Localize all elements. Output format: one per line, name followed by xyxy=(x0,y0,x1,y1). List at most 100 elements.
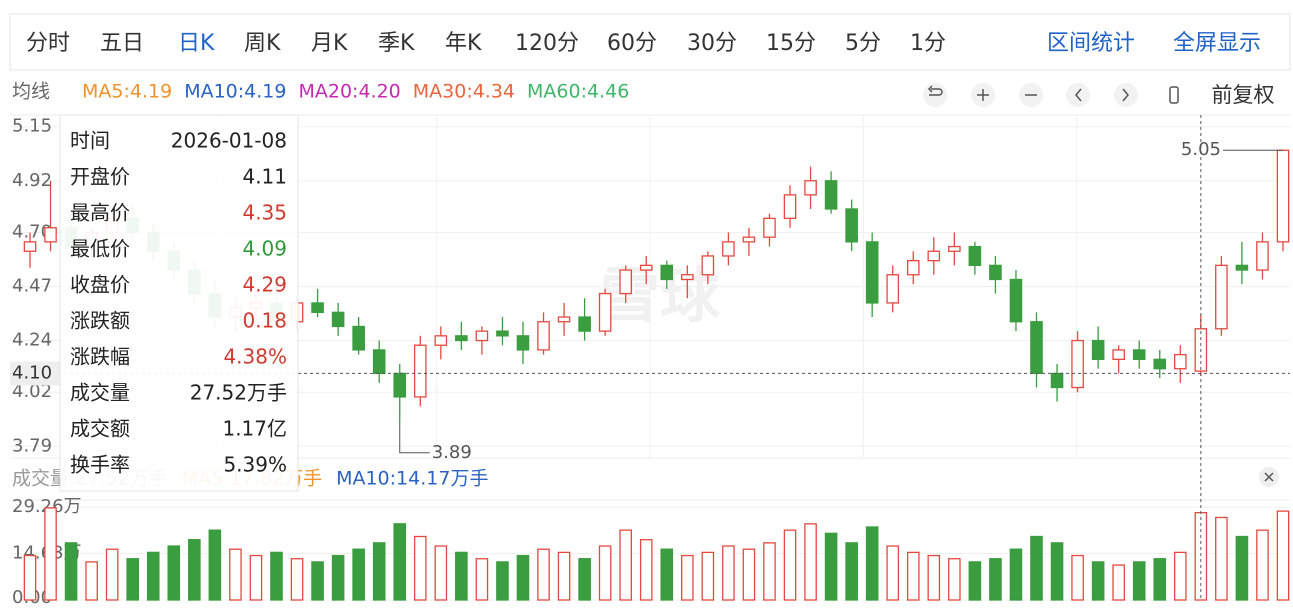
tab[interactable]: 日K xyxy=(178,31,215,56)
tooltip-label: 开盘价 xyxy=(70,165,130,189)
tooltip-value: 4.29 xyxy=(242,273,287,297)
volume-bar xyxy=(434,545,448,601)
tab[interactable]: 分时 xyxy=(26,31,70,56)
prev-button[interactable] xyxy=(1066,83,1090,107)
volume-bar xyxy=(1030,535,1043,601)
low-label: 3.89 xyxy=(432,442,472,463)
candle-body xyxy=(1030,321,1043,375)
candle-body xyxy=(496,330,509,337)
y-tick-label: 3.79 xyxy=(12,435,52,456)
volume-bar xyxy=(475,558,489,601)
candle-body xyxy=(1256,241,1269,271)
volume-tick-label: 29.26万 xyxy=(12,496,82,517)
tab[interactable]: 月K xyxy=(311,31,348,56)
candle-body xyxy=(681,274,694,281)
tab[interactable]: 五日 xyxy=(100,31,144,56)
candle-body xyxy=(516,335,530,351)
candle-body xyxy=(1071,339,1084,389)
candle-body xyxy=(701,255,715,276)
candle-body xyxy=(783,194,797,220)
y-tick-label: 4.70 xyxy=(12,221,52,242)
volume-bar xyxy=(1256,529,1269,601)
tooltip-label: 换手率 xyxy=(70,453,130,477)
volume-bar xyxy=(804,523,817,601)
crosshair-label-bg xyxy=(10,361,60,386)
tab[interactable]: 60分 xyxy=(607,31,657,56)
volume-bar xyxy=(681,554,694,601)
volume-bar xyxy=(208,529,222,601)
volume-bar xyxy=(372,542,386,601)
tooltip-value: 5.39% xyxy=(223,453,287,477)
candle-body xyxy=(968,245,982,267)
volume-bar xyxy=(763,542,776,601)
high-label: 5.05 xyxy=(1181,139,1221,160)
tab[interactable]: 5分 xyxy=(845,31,881,56)
tooltip-value: 1.17亿 xyxy=(222,417,287,441)
candle-body xyxy=(578,316,591,332)
volume-bar xyxy=(865,526,879,601)
volume-bar xyxy=(1050,542,1064,601)
volume-bar xyxy=(146,551,160,601)
volume-bar xyxy=(906,551,920,601)
volume-bar xyxy=(44,507,57,601)
candle-body xyxy=(886,274,900,304)
tab-bar xyxy=(9,13,1291,71)
tooltip-value: 4.35 xyxy=(242,201,287,225)
tooltip-value: 0.18 xyxy=(242,309,287,333)
volume-bar xyxy=(85,561,98,601)
tab[interactable]: 季K xyxy=(378,31,415,56)
tab[interactable]: 120分 xyxy=(515,31,579,56)
volume-bar xyxy=(290,558,304,601)
tooltip-value: 4.09 xyxy=(242,237,287,261)
candle-body xyxy=(742,236,756,243)
candle-body xyxy=(1009,278,1023,323)
ma-legend-item: MA20:4.20 xyxy=(298,81,400,103)
candle-body xyxy=(1276,149,1290,243)
volume-bar xyxy=(660,548,674,601)
adjust-mode[interactable]: 前复权 xyxy=(1212,83,1275,107)
volume-bar xyxy=(537,548,550,601)
tab[interactable]: 30分 xyxy=(687,31,737,56)
tool-link[interactable]: 全屏显示 xyxy=(1173,31,1261,56)
candle-toggle[interactable] xyxy=(1169,86,1179,104)
volume-bar xyxy=(331,554,345,601)
tab[interactable]: 15分 xyxy=(766,31,816,56)
next-button[interactable] xyxy=(1114,83,1138,107)
candle-body xyxy=(413,344,427,398)
y-tick-label: 4.47 xyxy=(12,276,52,297)
tooltip-label: 成交量 xyxy=(70,381,130,405)
tooltip-value: 4.11 xyxy=(242,165,287,189)
volume-bar xyxy=(516,554,530,601)
candle-body xyxy=(660,264,674,281)
ma-legend-label: 均线 xyxy=(12,81,50,103)
candle-body xyxy=(311,302,324,313)
candle-body xyxy=(44,227,57,243)
candle-body xyxy=(455,335,468,342)
volume-bar xyxy=(188,539,201,601)
tab[interactable]: 周K xyxy=(244,31,281,56)
volume-bar xyxy=(701,551,715,601)
volume-bar xyxy=(845,542,858,601)
y-tick-label: 4.92 xyxy=(12,170,52,191)
volume-bar xyxy=(105,548,119,601)
tool-link[interactable]: 区间统计 xyxy=(1047,31,1135,56)
crosshair-label: 4.10 xyxy=(12,362,52,383)
volume-bar xyxy=(455,551,468,601)
volume-bar xyxy=(352,548,365,601)
volume-bar xyxy=(722,545,735,601)
volume-bar xyxy=(1132,561,1146,601)
low-leader xyxy=(399,422,430,454)
button-icons xyxy=(927,85,1129,102)
tab[interactable]: 1分 xyxy=(910,31,946,56)
volume-bar xyxy=(126,558,140,601)
ma-legend-item: MA5:4.19 xyxy=(82,81,172,103)
tooltip-label: 最低价 xyxy=(70,237,130,261)
candle-body xyxy=(475,330,489,342)
tooltip-label: 涨跌幅 xyxy=(70,345,130,369)
candle-body xyxy=(434,335,448,346)
candle-body xyxy=(865,241,879,304)
volume-bar xyxy=(1071,554,1084,601)
candle-body xyxy=(1050,372,1064,389)
candle-body xyxy=(598,292,612,332)
tab[interactable]: 年K xyxy=(445,31,482,56)
